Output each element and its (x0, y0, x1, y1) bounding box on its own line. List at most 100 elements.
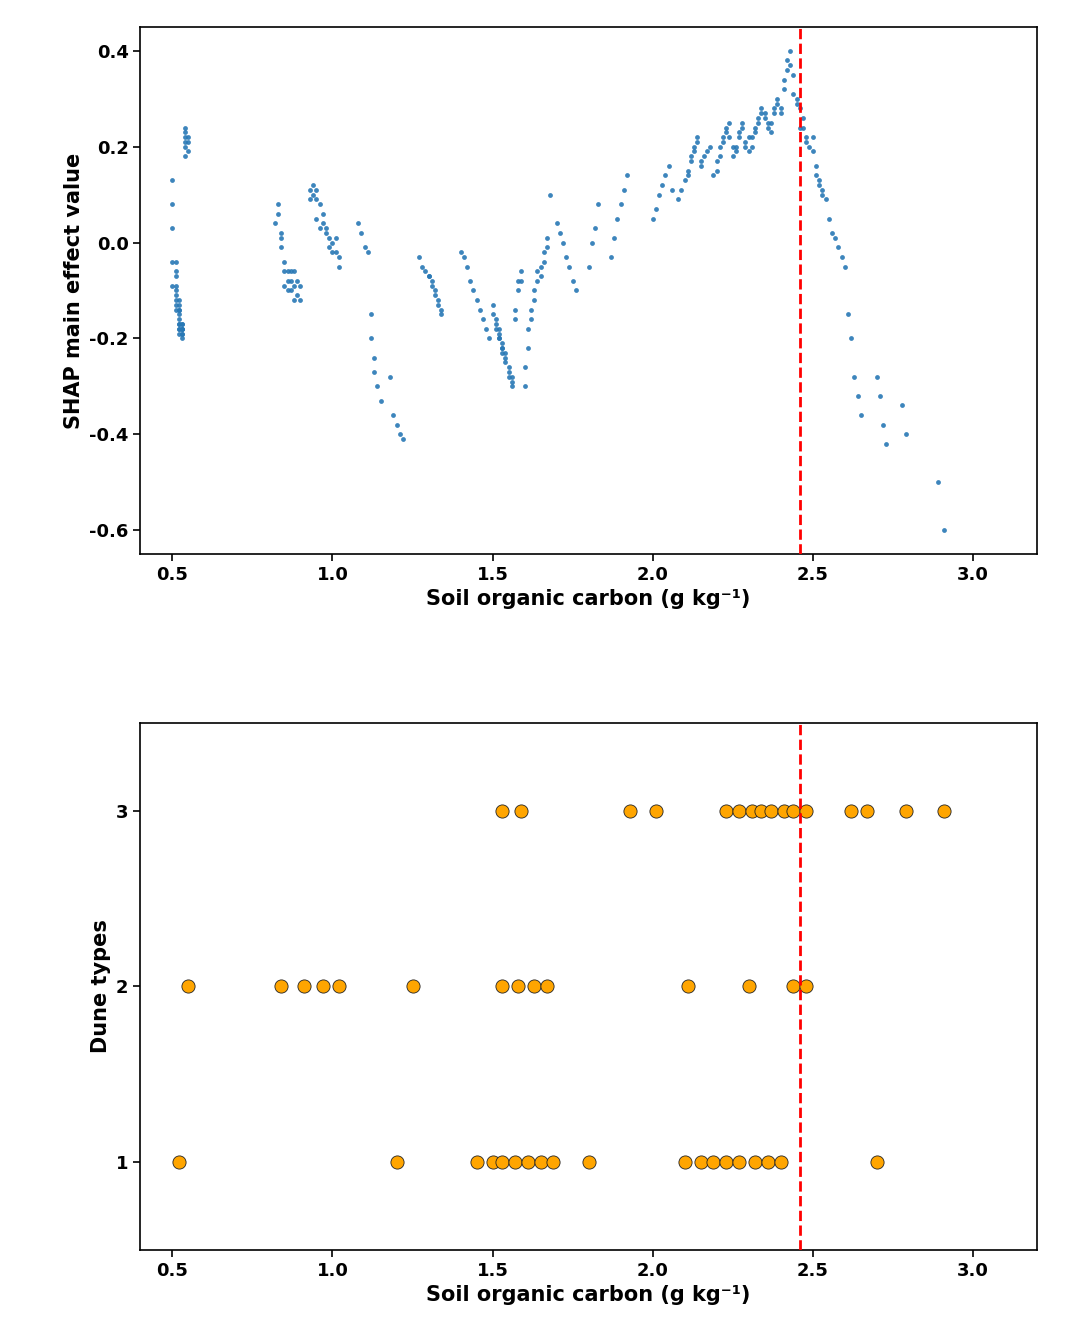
Point (272, 227, 289, 249)
Point (179, 132, 197, 153)
Point (526, 280, 543, 301)
Point (737, 132, 754, 153)
Point (490, 328, 508, 349)
Point (785, 65, 802, 86)
Point (311, 194, 328, 215)
Point (762, 800, 780, 821)
X-axis label: Soil organic carbon (g kg⁻¹): Soil organic carbon (g kg⁻¹) (427, 590, 751, 609)
Point (717, 117, 734, 138)
Point (314, 203, 332, 224)
Point (388, 1152, 405, 1173)
Point (807, 155, 824, 176)
Point (327, 227, 345, 249)
Point (171, 313, 188, 335)
Point (580, 255, 597, 277)
Point (461, 270, 478, 292)
Point (468, 289, 485, 310)
Point (935, 800, 953, 821)
Point (792, 117, 809, 138)
Point (708, 160, 726, 181)
Point (513, 261, 530, 282)
Point (481, 328, 498, 349)
Point (174, 319, 191, 340)
Point (820, 208, 837, 230)
Point (686, 136, 703, 157)
Point (430, 294, 447, 316)
Point (798, 126, 815, 148)
Point (810, 169, 827, 191)
Point (644, 208, 661, 230)
Point (507, 1152, 524, 1173)
Point (167, 289, 185, 310)
Point (705, 1152, 723, 1173)
Point (740, 976, 757, 997)
Point (487, 309, 504, 331)
Point (308, 208, 325, 230)
Point (414, 255, 431, 277)
Point (686, 141, 703, 163)
Point (798, 800, 815, 821)
Point (404, 976, 421, 997)
Point (171, 294, 188, 316)
Point (177, 121, 194, 142)
Point (788, 87, 806, 109)
Point (660, 155, 677, 176)
Point (717, 1152, 734, 1173)
Point (619, 165, 636, 187)
Point (743, 126, 760, 148)
Point (353, 222, 370, 243)
Point (179, 126, 197, 148)
Point (878, 433, 895, 454)
Point (288, 285, 306, 306)
Point (872, 386, 889, 407)
Point (766, 98, 783, 120)
Point (417, 261, 434, 282)
Point (647, 800, 664, 821)
Point (171, 298, 188, 320)
Point (724, 136, 741, 157)
Point (427, 280, 444, 301)
Point (798, 132, 815, 153)
Point (896, 800, 914, 821)
Point (833, 246, 850, 267)
Point (715, 132, 732, 153)
Point (590, 194, 607, 215)
Point (177, 126, 194, 148)
Point (779, 59, 796, 81)
Point (730, 1152, 747, 1173)
Point (526, 976, 543, 997)
Point (314, 976, 332, 997)
Point (324, 231, 341, 253)
Point (464, 280, 482, 301)
Point (676, 1152, 693, 1173)
Point (603, 246, 620, 267)
Point (330, 255, 348, 277)
Point (510, 270, 527, 292)
Point (692, 151, 710, 172)
Point (557, 246, 575, 267)
Point (174, 319, 191, 340)
Point (292, 289, 309, 310)
Point (836, 255, 853, 277)
Point (330, 246, 348, 267)
Point (275, 251, 293, 273)
Point (798, 976, 815, 997)
Point (174, 313, 191, 335)
Point (733, 112, 751, 133)
Point (519, 319, 537, 340)
Point (810, 175, 827, 196)
Point (775, 69, 793, 90)
Point (279, 261, 296, 282)
Point (779, 50, 796, 71)
Point (410, 246, 428, 267)
Point (167, 280, 185, 301)
Point (839, 304, 856, 325)
Point (538, 227, 555, 249)
Point (653, 175, 671, 196)
Point (519, 1152, 537, 1173)
Point (561, 255, 578, 277)
Point (612, 194, 630, 215)
Point (490, 323, 508, 344)
Point (670, 188, 687, 210)
Point (318, 222, 335, 243)
